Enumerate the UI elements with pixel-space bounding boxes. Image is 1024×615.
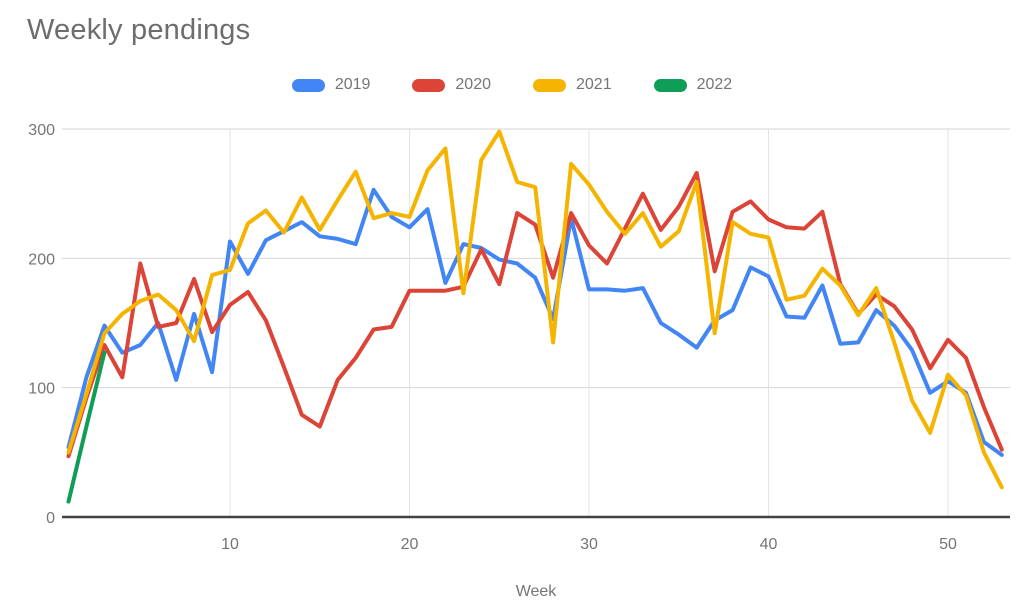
series-line-2019 <box>66 187 1004 457</box>
legend-swatch-2021-icon <box>533 78 566 92</box>
legend-swatch-2019-icon <box>291 78 325 92</box>
x-tick-label: 20 <box>401 536 419 553</box>
legend-label-2022: 2022 <box>696 76 733 93</box>
legend-item-2020[interactable]: 2020 <box>412 76 491 94</box>
chart-legend: 2019 2020 2021 2022 <box>0 76 1024 94</box>
y-tick-label: 300 <box>28 122 55 139</box>
legend-label-2019: 2019 <box>334 76 371 93</box>
legend-item-2019[interactable]: 2019 <box>291 76 371 94</box>
chart-title: Weekly pendings <box>27 14 251 46</box>
series-line-2022 <box>66 350 107 504</box>
legend-item-2021[interactable]: 2021 <box>533 76 612 94</box>
x-axis-title: Week <box>516 583 558 600</box>
x-tick-label: 40 <box>760 536 778 553</box>
x-tick-label: 50 <box>939 536 957 553</box>
legend-label-2021: 2021 <box>576 76 612 93</box>
legend-swatch-2020-icon <box>412 78 446 92</box>
series-line-2021 <box>66 129 1004 490</box>
series-line-2020 <box>66 171 1004 459</box>
legend-item-2022[interactable]: 2022 <box>653 76 733 94</box>
x-tick-label: 30 <box>580 536 598 553</box>
legend-label-2020: 2020 <box>455 76 491 93</box>
y-tick-label: 0 <box>46 510 55 527</box>
y-tick-label: 100 <box>28 381 55 398</box>
y-tick-label: 200 <box>28 251 55 268</box>
x-tick-label: 10 <box>221 536 239 553</box>
legend-swatch-2022-icon <box>653 78 687 92</box>
